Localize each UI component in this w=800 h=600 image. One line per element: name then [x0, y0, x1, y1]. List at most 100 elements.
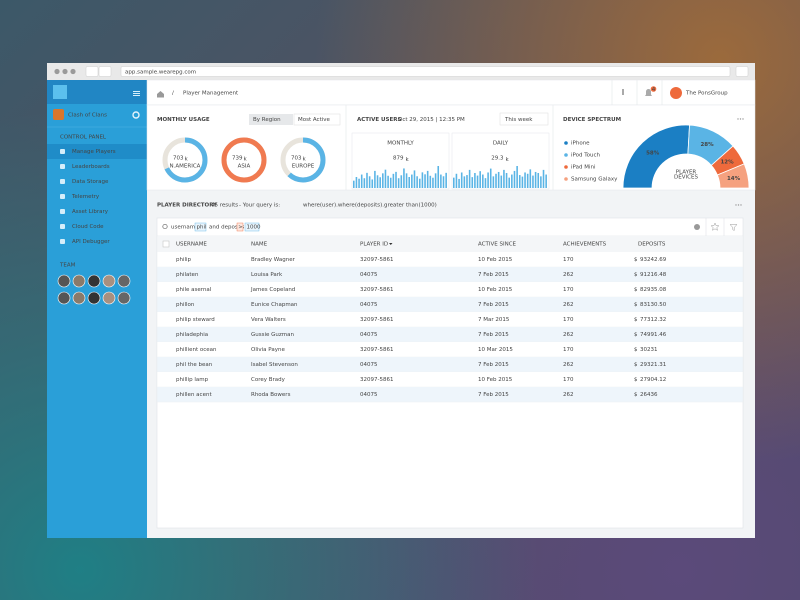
table-row[interactable]	[157, 327, 743, 342]
table-row[interactable]	[157, 342, 743, 357]
spark-bar	[540, 176, 542, 188]
url-bar[interactable]	[120, 66, 731, 77]
team-avatar[interactable]	[87, 291, 101, 305]
window-button[interactable]	[62, 68, 68, 75]
table-row[interactable]	[157, 387, 743, 402]
menu-icon[interactable]	[133, 91, 140, 92]
column-header[interactable]: DEPOSITS	[638, 242, 666, 248]
menu-icon	[60, 209, 65, 214]
table-row[interactable]	[157, 267, 743, 282]
spark-bar	[400, 175, 403, 188]
spark-bar	[395, 171, 397, 188]
dropdown-label[interactable]: This week	[504, 117, 533, 123]
tab-button[interactable]	[735, 66, 749, 77]
table-cell: 77312.32	[640, 317, 666, 323]
column-header[interactable]: PLAYER ID	[360, 242, 388, 248]
team-avatar[interactable]	[57, 274, 71, 288]
card-label: MONTHLY	[387, 141, 414, 147]
column-header[interactable]: ACHIEVEMENTS	[563, 242, 607, 248]
chip	[194, 222, 207, 232]
team-avatar[interactable]	[87, 274, 101, 288]
search-term: phil	[197, 225, 208, 231]
bell-icon[interactable]	[645, 89, 652, 96]
sort-icon[interactable]	[389, 243, 393, 245]
spark-bar	[524, 172, 526, 188]
table-row[interactable]	[157, 357, 743, 372]
spark-bar	[482, 174, 484, 188]
star-button[interactable]	[710, 222, 720, 231]
table-row[interactable]	[157, 312, 743, 327]
menu-item[interactable]: API Debugger	[72, 239, 110, 245]
spark-bar	[389, 177, 392, 188]
account-name[interactable]: The PonsGroup	[685, 91, 728, 97]
window-button[interactable]	[54, 68, 60, 75]
forward-button[interactable]	[98, 66, 112, 77]
spark-bar	[500, 175, 503, 188]
legend-dot	[564, 153, 568, 157]
table-cell: 7 Mar 2015	[478, 317, 510, 323]
donut-value: 703	[173, 156, 184, 162]
more-icon[interactable]	[735, 204, 742, 206]
table-row[interactable]	[157, 252, 743, 267]
content: app.sample.wearepg.com Clash of Clans CONT…	[57, 69, 750, 403]
donut-value: 739	[232, 156, 243, 162]
table-cell: 04075	[360, 302, 378, 308]
card-label: DAILY	[493, 141, 509, 147]
team-avatar[interactable]	[72, 274, 86, 288]
menu-item[interactable]: Leaderboards	[72, 164, 110, 170]
flag-icon[interactable]	[622, 89, 624, 95]
dropdown-label[interactable]: By Region	[253, 117, 281, 123]
team-avatar[interactable]	[102, 291, 116, 305]
query: where(user).where(deposits).greater than…	[303, 203, 437, 209]
search-amount: 1000	[247, 225, 261, 231]
column-header[interactable]: ACTIVE SINCE	[478, 242, 517, 248]
query-label: - Your query is:	[239, 203, 280, 209]
menu-item[interactable]: Data Storage	[72, 179, 109, 185]
back-button[interactable]	[85, 66, 99, 77]
menu-icon	[60, 149, 65, 154]
clear-button[interactable]	[694, 224, 700, 230]
team-avatar[interactable]	[57, 291, 71, 305]
currency: $	[634, 272, 638, 278]
more-icon[interactable]	[737, 118, 744, 120]
table-cell: 7 Feb 2015	[478, 362, 509, 368]
spark-bar	[360, 174, 363, 188]
window-button[interactable]	[70, 68, 76, 75]
spark-bar	[358, 178, 360, 188]
menu-item[interactable]: Telemetry	[71, 194, 100, 200]
currency: $	[634, 257, 638, 263]
dropdown[interactable]	[249, 114, 293, 125]
dropdown[interactable]	[293, 113, 341, 126]
menu-item[interactable]: Manage Players	[72, 149, 116, 155]
dropdown[interactable]	[499, 112, 549, 126]
header-bar	[146, 79, 756, 106]
team-avatar[interactable]	[117, 291, 131, 305]
table-row[interactable]	[157, 282, 743, 297]
team-avatar[interactable]	[72, 291, 86, 305]
account-avatar[interactable]	[670, 87, 682, 99]
filter-button[interactable]	[729, 224, 738, 231]
spark-bar	[492, 176, 495, 188]
column-header[interactable]: USERNAME	[176, 242, 207, 248]
dropdown-label[interactable]: Most Active	[298, 117, 331, 123]
spark-bar	[429, 175, 432, 188]
spark-bar	[471, 177, 474, 188]
settings-icon[interactable]	[132, 111, 140, 119]
home-icon[interactable]	[157, 91, 164, 98]
column-header[interactable]: NAME	[251, 242, 268, 248]
team-avatar[interactable]	[117, 274, 131, 288]
menu-item[interactable]: Asset Library	[72, 209, 109, 215]
chip	[244, 222, 260, 232]
spark-bar	[384, 169, 387, 188]
team-avatar[interactable]	[102, 274, 116, 288]
table-row[interactable]	[157, 372, 743, 387]
spark-bar	[537, 172, 540, 188]
select-all[interactable]	[162, 240, 170, 248]
donut-label: ASIA	[238, 164, 251, 170]
table-cell: 7 Feb 2015	[478, 332, 509, 338]
spark-bar	[542, 169, 545, 188]
menu-item[interactable]: Cloud Code	[72, 224, 104, 230]
currency: $	[634, 317, 638, 323]
table-row[interactable]	[157, 297, 743, 312]
